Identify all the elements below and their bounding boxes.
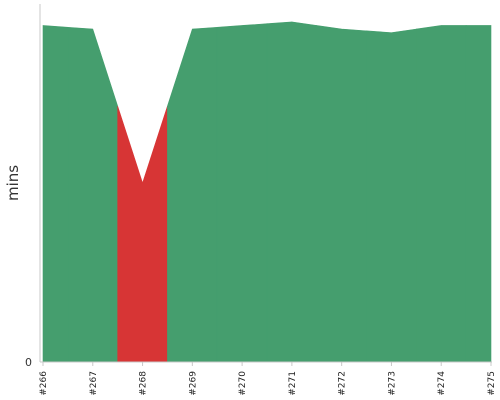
area-segment-266: [42, 25, 69, 363]
x-tick-label-275: #275: [487, 371, 497, 396]
x-tick-label-269: #269: [188, 371, 198, 396]
area-segment-268: [117, 105, 168, 363]
x-tick-label-272: #272: [338, 371, 348, 396]
area-layer: [42, 21, 492, 363]
x-tick-label-274: #274: [437, 371, 447, 396]
x-tick-label-267: #267: [89, 371, 99, 396]
x-tick-label-273: #273: [387, 371, 397, 396]
y-tick-label: 0: [25, 356, 32, 369]
x-tick-label-271: #271: [288, 371, 298, 396]
area-segment-275: [465, 25, 492, 363]
area-segment-270: [216, 23, 268, 363]
area-segment-274: [416, 25, 467, 363]
area-segment-273: [366, 28, 417, 363]
y-tick-layer: 0: [25, 356, 32, 369]
x-tick-label-266: #266: [39, 371, 49, 396]
x-tick-label-270: #270: [238, 371, 248, 396]
x-tick-label-268: #268: [139, 371, 149, 396]
area-segment-271: [266, 21, 318, 363]
area-segment-267: [67, 26, 118, 363]
area-segment-269: [167, 26, 218, 363]
y-axis-title: mins: [4, 165, 22, 201]
area-segment-272: [316, 25, 367, 363]
x-tick-layer: #266 #267 #268 #269 #270 #271 #272 #273 #274 #275: [39, 362, 497, 396]
